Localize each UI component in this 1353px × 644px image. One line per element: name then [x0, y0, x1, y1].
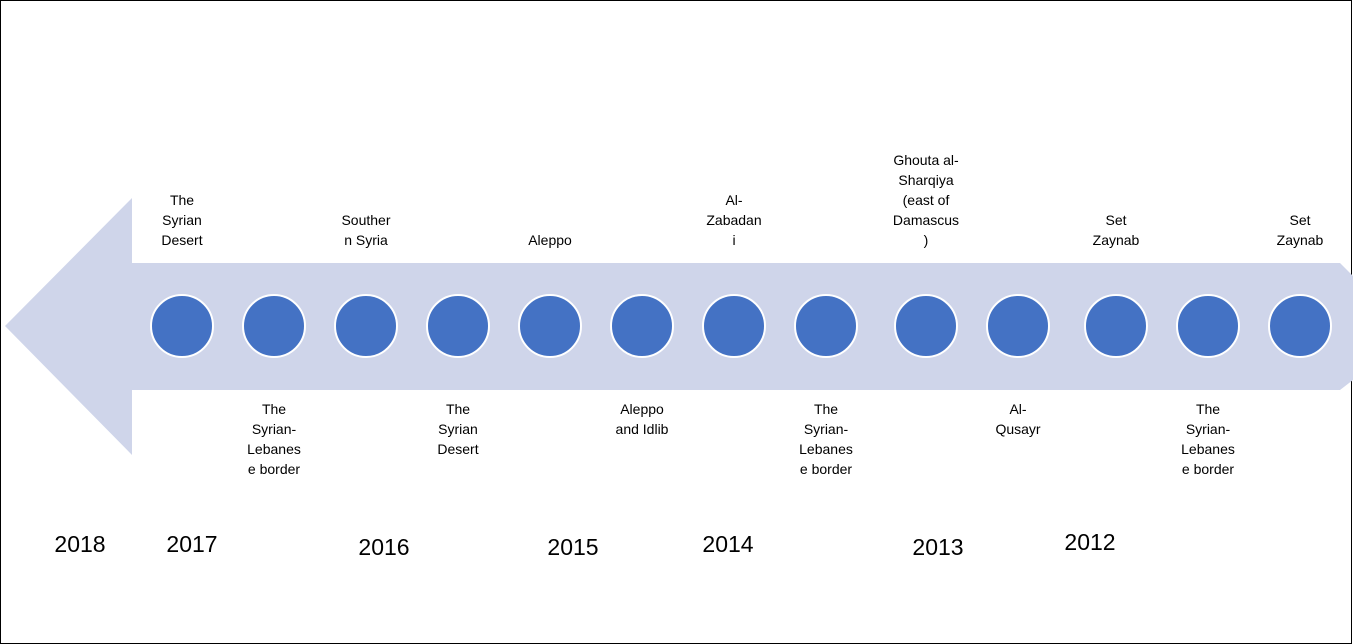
node-label: Set	[1105, 212, 1126, 228]
node-circle	[610, 294, 674, 358]
node-label: Al-	[1009, 401, 1026, 417]
node-label: The	[446, 401, 470, 417]
node-label: Zaynab	[1277, 232, 1324, 248]
node-circle	[242, 294, 306, 358]
node-circle	[986, 294, 1050, 358]
node-label: Desert	[437, 441, 478, 457]
node-circle	[1084, 294, 1148, 358]
node-label: Lebanes	[1181, 441, 1235, 457]
node-circle	[1268, 294, 1332, 358]
node-label: Syrian-	[804, 421, 849, 437]
year-label: 2013	[912, 534, 963, 560]
year-label: 2012	[1064, 529, 1115, 555]
node-label: )	[924, 232, 929, 248]
node-label: Syrian	[162, 212, 202, 228]
node-label: Syrian-	[252, 421, 297, 437]
node-circle	[426, 294, 490, 358]
node-label: e border	[800, 461, 852, 477]
node-label: Aleppo	[528, 232, 572, 248]
node-label: Al-	[725, 192, 742, 208]
year-label: 2017	[166, 531, 217, 557]
node-label: Syrian-	[1186, 421, 1231, 437]
node-label: e border	[1182, 461, 1234, 477]
node-label: Qusayr	[995, 421, 1040, 437]
node-label: Damascus	[893, 212, 959, 228]
node-label: and Idlib	[616, 421, 669, 437]
node-label: (east of	[903, 192, 950, 208]
node-label: The	[814, 401, 838, 417]
node-label: The	[262, 401, 286, 417]
node-label: n Syria	[344, 232, 388, 248]
node-label: Sharqiya	[898, 172, 953, 188]
year-label: 2014	[702, 531, 753, 557]
node-label: Zaynab	[1093, 232, 1140, 248]
node-label: Souther	[341, 212, 390, 228]
node-circle	[1176, 294, 1240, 358]
node-circle	[150, 294, 214, 358]
node-label: Ghouta al-	[893, 152, 959, 168]
arrow	[5, 198, 1353, 455]
node-label: Aleppo	[620, 401, 664, 417]
year-label: 2015	[547, 534, 598, 560]
node-label: i	[732, 232, 735, 248]
node-circle	[702, 294, 766, 358]
node-label: Desert	[161, 232, 202, 248]
node-label: Lebanes	[799, 441, 853, 457]
node-label: The	[1196, 401, 1220, 417]
year-label: 2018	[54, 531, 105, 557]
node-label: Zabadan	[706, 212, 761, 228]
year-label: 2016	[358, 534, 409, 560]
node-circle	[794, 294, 858, 358]
node-label: e border	[248, 461, 300, 477]
node-label: The	[170, 192, 194, 208]
node-label: Syrian	[438, 421, 478, 437]
node-label: Lebanes	[247, 441, 301, 457]
node-label: Set	[1289, 212, 1310, 228]
node-circle	[334, 294, 398, 358]
node-circle	[894, 294, 958, 358]
node-circle	[518, 294, 582, 358]
